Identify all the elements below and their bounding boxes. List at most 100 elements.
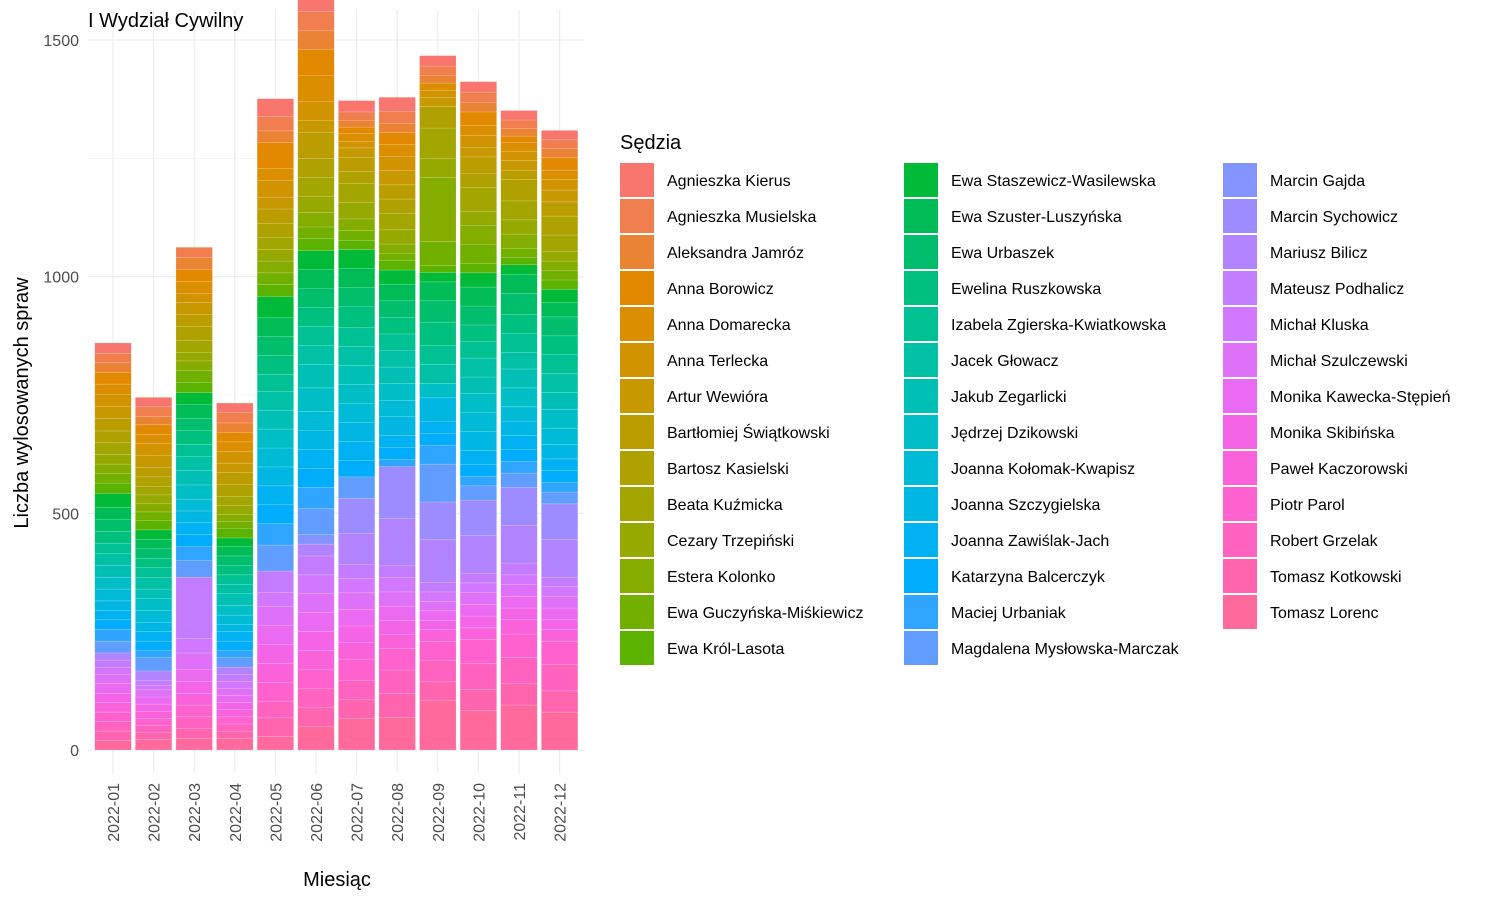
bar-segment [257, 545, 294, 571]
bar-segment [176, 670, 213, 682]
bar-segment [217, 546, 254, 555]
bar-segment [298, 364, 335, 388]
legend-key [620, 487, 654, 521]
bar-segment [379, 694, 416, 718]
bar-segment [501, 596, 538, 608]
bar-segment [176, 352, 213, 361]
bar-segment [420, 620, 457, 629]
bar-segment [501, 170, 538, 179]
legend-label: Mateusz Podhalicz [1270, 281, 1404, 298]
bar-segment [541, 303, 578, 317]
bar-segment [257, 701, 294, 718]
bar-segment [420, 265, 457, 272]
legend-label: Paweł Kaczorowski [1270, 461, 1408, 478]
bar-segment [338, 699, 375, 718]
bar-segment [95, 601, 132, 610]
bar-segment [217, 674, 254, 681]
bar-segment [541, 374, 578, 393]
bar-segment [217, 451, 254, 463]
bar-segment [338, 385, 375, 404]
bar-segment [135, 397, 172, 406]
bar-segment [95, 741, 132, 750]
bar-segment [379, 717, 416, 750]
bar-segment [420, 464, 457, 502]
bar-segment [420, 242, 457, 266]
legend-key [620, 451, 654, 485]
bar-segment [501, 684, 538, 705]
bar-segment [460, 536, 497, 574]
bar-segment [420, 159, 457, 178]
bar-segment [338, 422, 375, 441]
bar-segment [338, 626, 375, 643]
bar-segment [379, 253, 416, 260]
bar-segment [135, 503, 172, 512]
bar-segment [257, 626, 294, 645]
bar-segment [338, 172, 375, 184]
bar-segment [298, 227, 335, 239]
bar-segment [460, 342, 497, 359]
bar-segment [460, 112, 497, 125]
x-tick-label: 2022-10 [471, 783, 488, 842]
legend-label: Marcin Sychowicz [1270, 209, 1398, 226]
bar-segment [298, 49, 335, 75]
bar-segment [501, 608, 538, 620]
bar-segment [257, 718, 294, 737]
bar-segment [217, 521, 254, 528]
legend-key [1223, 523, 1257, 557]
bar-segment [95, 641, 132, 653]
bar-segment [501, 258, 538, 265]
bar-segment [501, 487, 538, 525]
bar-segment [501, 111, 538, 120]
legend-key [620, 559, 654, 593]
bar-segment [379, 171, 416, 185]
bar-segment [338, 231, 375, 240]
bar-segment [501, 120, 538, 129]
legend-label: Ewa Staszewicz-Wasilewska [951, 173, 1156, 190]
bar-segment [135, 651, 172, 658]
bar-segment [338, 718, 375, 750]
bar-segment [338, 288, 375, 307]
bar-segment [379, 261, 416, 270]
bar-segment [135, 641, 172, 650]
bar-segment [135, 467, 172, 476]
bar-segment [217, 575, 254, 584]
bar-segment [176, 511, 213, 523]
bar-segment [338, 127, 375, 134]
bar-segment [338, 347, 375, 366]
bar-segment [501, 352, 538, 369]
bar-segment [338, 564, 375, 578]
bar-segment [501, 658, 538, 684]
bar-segment [298, 509, 335, 535]
bar-segment [298, 251, 335, 270]
legend-label: Ewelina Ruszkowska [951, 281, 1101, 298]
x-tick-label: 2022-11 [512, 783, 529, 841]
bar-segment [176, 281, 213, 293]
bar-segment [176, 270, 213, 282]
bar-segment [460, 136, 497, 148]
bar-segment [298, 726, 335, 750]
bar-segment [501, 525, 538, 563]
bar-segment [95, 443, 132, 455]
bar-segment [501, 234, 538, 248]
bar-segment [257, 337, 294, 356]
legend-label: Tomasz Lorenc [1270, 605, 1379, 622]
bar-segment [298, 449, 335, 468]
bar-segment [298, 213, 335, 227]
bar-segment [460, 147, 497, 156]
bar-segment [338, 250, 375, 269]
bar-segment [257, 99, 294, 117]
bar-segment [176, 693, 213, 705]
x-tick-label: 2022-01 [106, 783, 123, 842]
bar-segment [420, 642, 457, 661]
legend-label: Piotr Parol [1270, 497, 1345, 514]
legend-label: Monika Skibińska [1270, 425, 1395, 442]
bar-segment [541, 180, 578, 190]
bar-segment [257, 737, 294, 750]
bar-segment [135, 486, 172, 495]
bar-segment [217, 710, 254, 717]
bar-segment [95, 610, 132, 619]
x-tick-label: 2022-06 [309, 783, 326, 842]
bar-segment [95, 384, 132, 394]
bar-segment [338, 306, 375, 327]
